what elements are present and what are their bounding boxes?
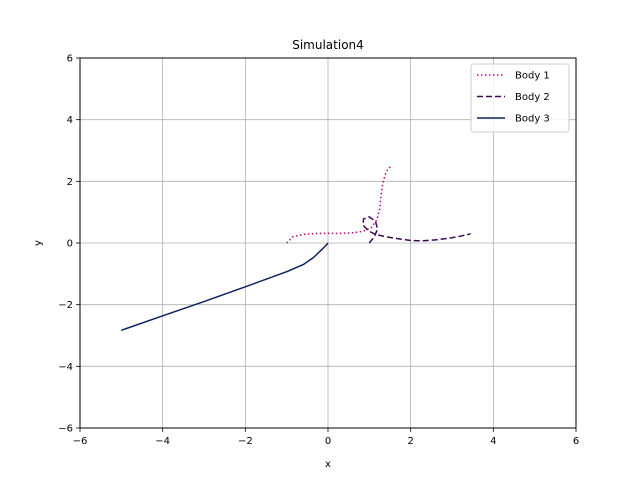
legend-label-body-1: Body 1: [515, 71, 550, 82]
series-line-body-2: [362, 216, 471, 244]
x-tick-label: 4: [490, 436, 496, 447]
x-tick-label: 0: [325, 436, 331, 447]
x-tick-label: −6: [73, 436, 88, 447]
y-tick-label: 2: [67, 177, 73, 188]
legend: Body 1 Body 2 Body 3: [470, 63, 570, 133]
series-line-body-3: [121, 242, 329, 332]
x-axis-label: x: [325, 459, 331, 470]
y-tick-label: 4: [67, 115, 73, 126]
x-tick-label: −2: [238, 436, 253, 447]
y-tick-label: 6: [67, 54, 73, 65]
x-tick-label: 6: [573, 436, 579, 447]
chart-title: Simulation4: [292, 38, 364, 52]
legend-label-body-3: Body 3: [515, 114, 550, 125]
legend-box: [470, 63, 570, 133]
y-tick-label: 0: [67, 239, 73, 250]
legend-label-body-2: Body 2: [515, 92, 550, 103]
y-tick-label: −2: [58, 300, 73, 311]
axis-ticks: −6 −4 −2 0 2 4 6 −6 −4 −2 0 2 4 6: [58, 54, 579, 448]
plot-series: [121, 164, 471, 332]
x-tick-label: −4: [155, 436, 170, 447]
y-axis-label: y: [33, 240, 44, 246]
y-tick-label: −4: [58, 362, 73, 373]
y-tick-label: −6: [58, 424, 73, 435]
x-tick-label: 2: [407, 436, 413, 447]
